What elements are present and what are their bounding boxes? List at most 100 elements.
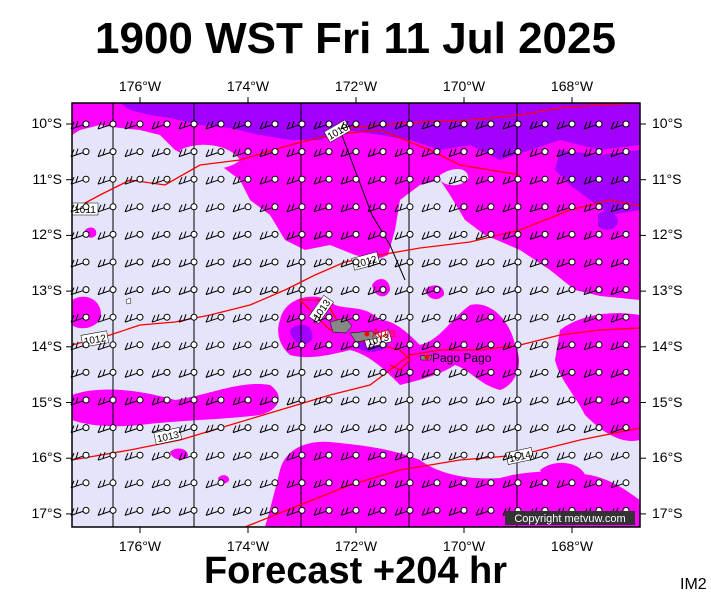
wind-barb (610, 424, 630, 434)
wind-barb (97, 175, 117, 185)
wind-barb (151, 451, 171, 461)
lat-label-left: 12°S (31, 226, 62, 243)
wind-barb (340, 175, 360, 185)
wind-barb (205, 313, 225, 323)
wind-barb (97, 341, 117, 351)
isobar-1014 (244, 427, 640, 527)
svg-text:1013: 1013 (156, 430, 180, 445)
wind-barb (529, 424, 549, 434)
wind-barb (529, 313, 549, 323)
wind-barb (394, 120, 414, 130)
wind-barb (448, 506, 468, 516)
wind-barb (475, 396, 495, 406)
wind-barb (340, 396, 360, 406)
wind-barb (556, 341, 576, 351)
wind-barb (529, 120, 549, 130)
wind-barb (394, 424, 414, 434)
wind-barb (394, 479, 414, 489)
wind-barb (475, 286, 495, 296)
wind-barb (286, 120, 306, 130)
lon-label-bottom: 172°W (334, 538, 378, 554)
wind-barb (529, 203, 549, 213)
wind-barb (421, 396, 441, 406)
map-title: 1900 WST Fri 11 Jul 2025 (95, 14, 616, 63)
wind-barb (97, 451, 117, 461)
wind-barb (151, 479, 171, 489)
wind-barb (367, 203, 387, 213)
wind-barb (286, 258, 306, 268)
wind-barb (610, 286, 630, 296)
wind-barb (448, 341, 468, 351)
wind-barb (286, 175, 306, 185)
wind-barb (583, 451, 603, 461)
isobar-1010 (329, 103, 640, 131)
rain-spot-south-1 (170, 448, 188, 460)
wind-barb (610, 341, 630, 351)
wind-barb (475, 175, 495, 185)
wind-barb (583, 175, 603, 185)
lat-label-right: 16°S (652, 449, 683, 466)
lon-label-top: 172°W (334, 78, 378, 94)
lat-label-left: 13°S (31, 282, 62, 299)
wind-barb (421, 258, 441, 268)
wind-barb (340, 479, 360, 489)
wind-barb (583, 148, 603, 158)
wind-barb (340, 313, 360, 323)
wind-barb (556, 368, 576, 378)
rain-area-south (265, 441, 640, 527)
wind-barb (502, 341, 522, 351)
wind-barb (178, 148, 198, 158)
lat-label-right: 13°S (652, 282, 683, 299)
wind-barb (151, 230, 171, 240)
wind-barb (286, 506, 306, 516)
wind-barb (340, 506, 360, 516)
wind-barb (583, 313, 603, 323)
wind-barb (259, 175, 279, 185)
wind-barb (583, 258, 603, 268)
wind-barb (394, 203, 414, 213)
wind-barb (421, 148, 441, 158)
wind-barb (151, 368, 171, 378)
lat-label-right: 11°S (652, 170, 682, 187)
wind-barb (421, 479, 441, 489)
wind-barb (232, 424, 252, 434)
wind-barb (367, 368, 387, 378)
wind-barb (259, 286, 279, 296)
wind-barb (367, 424, 387, 434)
wind-barb (448, 203, 468, 213)
wind-barb (178, 203, 198, 213)
wind-barb (205, 258, 225, 268)
wind-barb (556, 313, 576, 323)
wind-barb (340, 230, 360, 240)
wind-barb (178, 258, 198, 268)
wind-barb (421, 451, 441, 461)
wind-barb (475, 341, 495, 351)
rain-area-west (72, 296, 101, 329)
wind-barb (421, 424, 441, 434)
wind-barb (97, 203, 117, 213)
wind-barb (205, 148, 225, 158)
wind-barb (259, 396, 279, 406)
wind-barb (502, 313, 522, 323)
lon-label-bottom: 168°W (550, 538, 594, 554)
wind-barb (151, 341, 171, 351)
wind-barb (313, 341, 333, 351)
wind-barb (556, 396, 576, 406)
wind-barb (178, 506, 198, 516)
wind-barb (97, 396, 117, 406)
wind-barb (502, 396, 522, 406)
wind-barb (340, 286, 360, 296)
wind-barb (313, 203, 333, 213)
wind-barb (448, 175, 468, 185)
wind-barb (340, 120, 360, 130)
wind-barb (529, 286, 549, 296)
rain-area-southwest (72, 383, 279, 427)
forecast-hour: Forecast +204 hr (203, 550, 508, 592)
wind-barb (448, 396, 468, 406)
wind-barb (610, 451, 630, 461)
wind-barb (124, 286, 144, 296)
wind-barb (421, 313, 441, 323)
wind-barb (151, 258, 171, 268)
wind-barb (502, 451, 522, 461)
wind-barb (178, 286, 198, 296)
